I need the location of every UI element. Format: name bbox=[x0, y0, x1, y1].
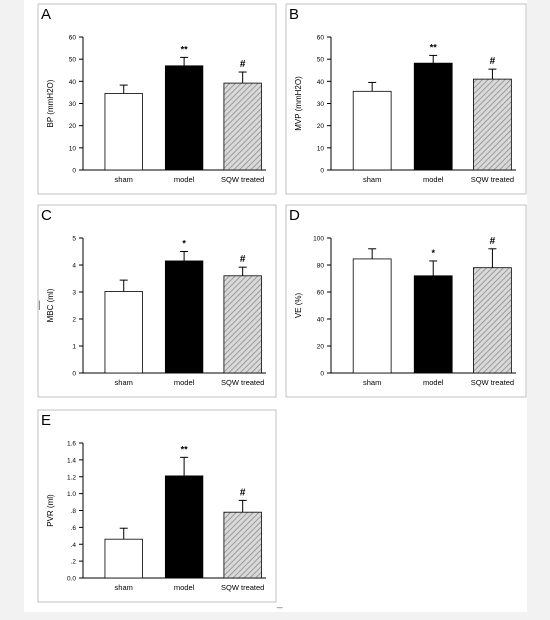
y-tick-label: 100 bbox=[313, 236, 324, 243]
bar-sham bbox=[104, 291, 143, 374]
significance-label: # bbox=[240, 487, 246, 498]
bar-model bbox=[164, 65, 204, 171]
y-tick-label: 3 bbox=[72, 290, 76, 297]
significance-label: # bbox=[490, 56, 496, 67]
y-tick-label: .8 bbox=[71, 508, 77, 515]
y-tick-label: 2 bbox=[72, 317, 76, 324]
chart-panel-c: C 0 1 2 3 4 5 MBC (ml) sham * model # SQW treated bbox=[37, 204, 277, 398]
chart-panel-e: E 0.0 .2 .4 .6 .8 1.0 1.2 1.4 1.6 PVR (ml) sham ** mo… bbox=[37, 409, 277, 603]
y-tick-label: 30 bbox=[69, 101, 77, 108]
bar-sham bbox=[104, 538, 143, 579]
y-tick-label: 60 bbox=[317, 290, 325, 297]
y-tick-label: 10 bbox=[317, 145, 325, 152]
significance-label: # bbox=[490, 236, 496, 247]
panel-letter: B bbox=[289, 6, 299, 23]
bar-model bbox=[413, 275, 453, 374]
y-axis-label: BP (mmH2O) bbox=[46, 79, 55, 127]
bar-sham bbox=[104, 93, 143, 171]
x-tick-label: SQW treated bbox=[471, 378, 514, 387]
chart-panel-a: A 0 10 20 30 40 50 60 BP (mmH2O) sham ** model # SQW … bbox=[37, 3, 277, 195]
significance-label: # bbox=[240, 254, 246, 265]
bar-model bbox=[413, 62, 453, 171]
x-tick-label: sham bbox=[363, 378, 381, 387]
x-tick-label: sham bbox=[115, 378, 133, 387]
y-tick-label: 4 bbox=[72, 263, 76, 270]
y-tick-label: 20 bbox=[317, 123, 325, 130]
y-tick-label: 40 bbox=[69, 79, 77, 86]
y-tick-label: 0 bbox=[320, 371, 324, 378]
y-tick-label: 20 bbox=[69, 123, 77, 130]
y-tick-label: 40 bbox=[317, 317, 325, 324]
bar-model bbox=[164, 475, 204, 579]
x-tick-label: model bbox=[423, 378, 444, 387]
panel-letter: A bbox=[41, 6, 51, 23]
significance-label: * bbox=[182, 239, 186, 249]
chart-panel-d: D 0 20 40 60 80 100 VE (%) sham * model # SQW treate… bbox=[285, 204, 527, 398]
y-tick-label: .4 bbox=[71, 542, 77, 549]
stray-mark-bottom: _ bbox=[277, 598, 283, 609]
y-tick-label: 0.0 bbox=[67, 576, 76, 583]
x-tick-label: model bbox=[174, 378, 195, 387]
y-tick-label: .2 bbox=[71, 559, 77, 566]
y-tick-label: 20 bbox=[317, 344, 325, 351]
y-axis-label: MBC (ml) bbox=[46, 288, 55, 322]
y-tick-label: 50 bbox=[317, 57, 325, 64]
y-axis-label: PVR (ml) bbox=[46, 494, 55, 527]
panel-letter: D bbox=[289, 207, 300, 224]
significance-label: ** bbox=[181, 44, 189, 54]
significance-label: ** bbox=[430, 42, 438, 52]
y-tick-label: 10 bbox=[69, 145, 77, 152]
bar-sqw-treated bbox=[473, 78, 512, 171]
panel-letter: E bbox=[41, 412, 51, 429]
bar-sham bbox=[352, 90, 392, 171]
y-tick-label: .6 bbox=[71, 525, 77, 532]
stray-mark-left: | bbox=[38, 300, 41, 311]
x-tick-label: SQW treated bbox=[471, 175, 514, 184]
y-tick-label: 0 bbox=[320, 168, 324, 175]
x-tick-label: model bbox=[174, 175, 195, 184]
x-tick-label: SQW treated bbox=[221, 378, 264, 387]
x-tick-label: SQW treated bbox=[221, 175, 264, 184]
x-tick-label: sham bbox=[115, 175, 133, 184]
significance-label: ** bbox=[181, 444, 189, 454]
y-tick-label: 1 bbox=[72, 344, 76, 351]
y-tick-label: 60 bbox=[69, 35, 77, 42]
bar-sham bbox=[352, 258, 392, 374]
y-tick-label: 1.4 bbox=[67, 457, 76, 464]
y-tick-label: 1.6 bbox=[67, 441, 76, 448]
y-axis-label: VE (%) bbox=[294, 293, 303, 319]
x-tick-label: SQW treated bbox=[221, 583, 264, 592]
figure-frame: A 0 10 20 30 40 50 60 BP (mmH2O) sham ** model # SQW … bbox=[24, 0, 527, 612]
bar-model bbox=[164, 260, 204, 374]
x-tick-label: model bbox=[174, 583, 195, 592]
y-tick-label: 50 bbox=[69, 57, 77, 64]
y-tick-label: 60 bbox=[317, 35, 325, 42]
y-tick-label: 80 bbox=[317, 263, 325, 270]
bar-sqw-treated bbox=[223, 82, 262, 171]
y-tick-label: 1.2 bbox=[67, 474, 76, 481]
y-axis-label: MVP (mmH2O) bbox=[294, 76, 303, 131]
y-tick-label: 30 bbox=[317, 101, 325, 108]
bar-sqw-treated bbox=[473, 267, 512, 374]
y-tick-label: 40 bbox=[317, 79, 325, 86]
x-tick-label: model bbox=[423, 175, 444, 184]
x-tick-label: sham bbox=[363, 175, 381, 184]
significance-label: # bbox=[240, 59, 246, 70]
chart-panel-b: B 0 10 20 30 40 50 60 MVP (mmH2O) sham ** model # SQW… bbox=[285, 3, 527, 195]
bar-sqw-treated bbox=[223, 275, 262, 374]
panel-letter: C bbox=[41, 207, 52, 224]
significance-label: * bbox=[431, 248, 435, 258]
x-tick-label: sham bbox=[115, 583, 133, 592]
bar-sqw-treated bbox=[223, 511, 262, 579]
y-tick-label: 0 bbox=[72, 168, 76, 175]
y-tick-label: 0 bbox=[72, 371, 76, 378]
y-tick-label: 1.0 bbox=[67, 491, 76, 498]
y-tick-label: 5 bbox=[72, 236, 76, 243]
